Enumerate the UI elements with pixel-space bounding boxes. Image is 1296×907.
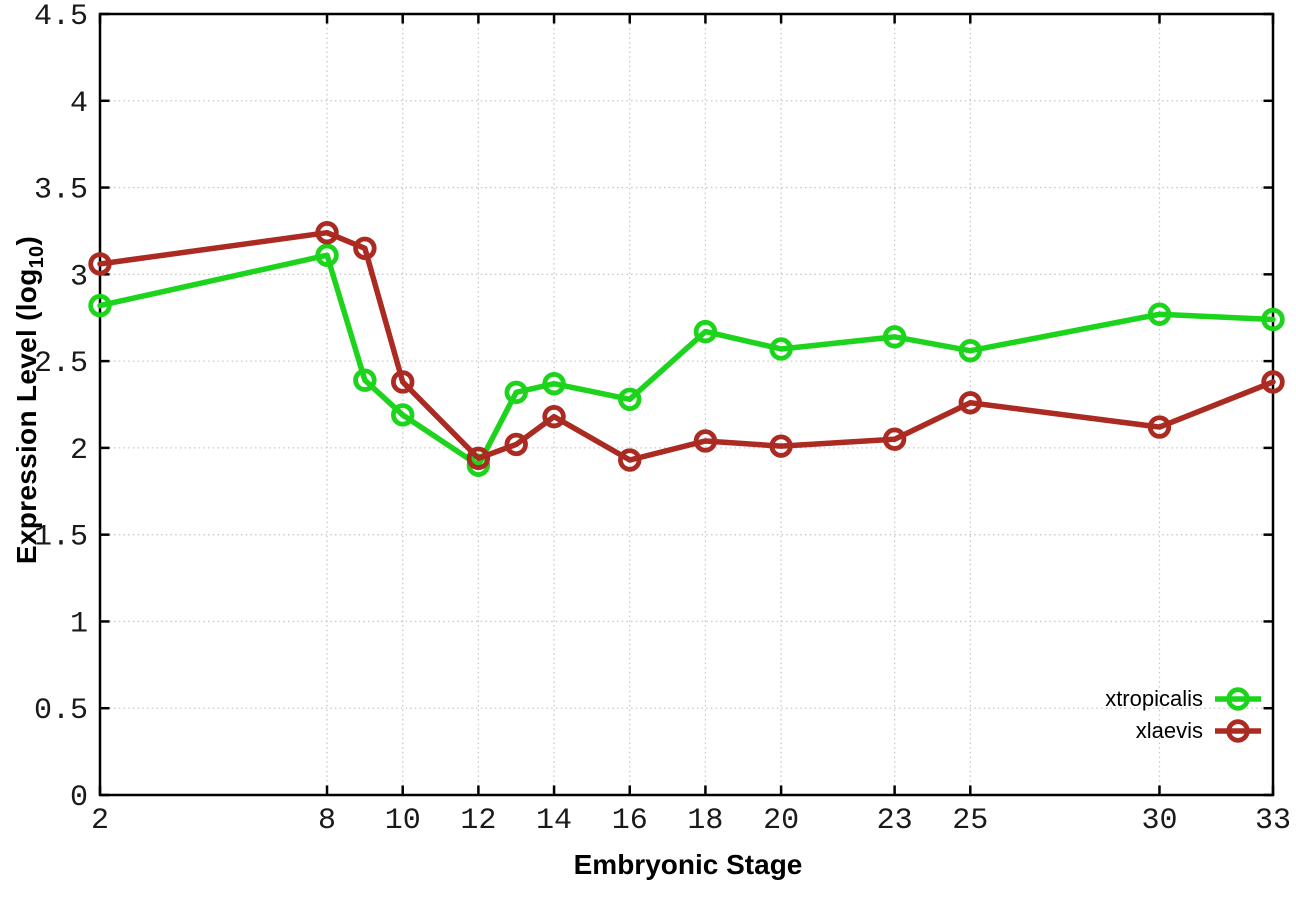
y-tick-label: 0.5	[34, 694, 88, 728]
data-point-xlaevis	[466, 446, 491, 471]
data-point-xtropicalis	[1147, 302, 1172, 326]
legend-label-xlaevis: xlaevis	[1135, 717, 1203, 743]
legend-item-xtropicalis: xtropicalis	[1105, 683, 1263, 714]
y-tick-label: 0	[70, 781, 88, 815]
y-tick-label: 3.5	[34, 174, 88, 208]
y-tick-label: 2	[70, 434, 88, 468]
y-tick-label: 1.5	[34, 521, 88, 555]
data-point-xlaevis	[88, 252, 112, 276]
y-tick-label: 4	[70, 87, 88, 121]
data-point-xlaevis	[353, 236, 377, 261]
data-point-xtropicalis	[504, 380, 528, 405]
y-tick-label: 3	[70, 260, 88, 294]
data-point-xtropicalis	[353, 368, 377, 392]
data-point-xlaevis	[542, 404, 566, 429]
data-point-xlaevis	[769, 434, 793, 458]
x-tick-label: 16	[612, 804, 648, 838]
data-point-xtropicalis	[618, 387, 642, 411]
legend-item-xlaevis: xlaevis	[1136, 715, 1263, 746]
data-point-xtropicalis	[315, 243, 339, 267]
legend-marker-xtropicalis	[1215, 686, 1261, 711]
x-tick-label: 8	[318, 804, 336, 838]
y-axis-label-subscript: 10	[26, 245, 48, 269]
data-point-xlaevis	[391, 370, 415, 394]
series-line-xlaevis	[97, 229, 1276, 463]
x-tick-label: 18	[687, 804, 723, 838]
x-tick-label: 25	[952, 804, 988, 838]
x-tick-label: 14	[536, 804, 572, 838]
data-point-xtropicalis	[693, 319, 718, 344]
x-tick-label: 12	[460, 804, 496, 838]
y-axis-label-text: Expression Level (log	[11, 268, 42, 565]
legend: xtropicalis xlaevis	[1105, 683, 1263, 746]
data-point-xtropicalis	[1261, 307, 1285, 332]
data-point-xlaevis	[882, 427, 907, 451]
data-point-xtropicalis	[542, 371, 566, 396]
data-point-xtropicalis	[391, 403, 415, 427]
data-point-xtropicalis	[769, 337, 793, 361]
y-axis-label: Expression Level (log10)	[11, 235, 48, 565]
legend-label-xtropicalis: xtropicalis	[1105, 685, 1203, 711]
x-tick-label: 10	[385, 804, 421, 838]
data-point-xlaevis	[315, 220, 339, 245]
y-tick-label: 4.5	[34, 0, 88, 34]
y-axis-label-suffix: )	[11, 235, 42, 246]
x-axis-label: Embryonic Stage	[573, 849, 803, 880]
data-point-xlaevis	[618, 448, 642, 472]
data-point-xlaevis	[1147, 415, 1172, 439]
x-tick-label: 33	[1255, 804, 1291, 838]
data-point-xtropicalis	[882, 325, 907, 349]
data-point-xlaevis	[1261, 370, 1285, 394]
y-tick-label: 2.5	[34, 347, 88, 381]
x-tick-label: 2	[91, 804, 109, 838]
x-tick-label: 20	[763, 804, 799, 838]
legend-marker-xlaevis	[1215, 718, 1261, 743]
data-point-xtropicalis	[88, 293, 112, 318]
data-point-xtropicalis	[958, 338, 982, 363]
data-point-xlaevis	[693, 429, 718, 453]
data-point-xlaevis	[958, 391, 982, 415]
y-tick-label: 1	[70, 607, 88, 641]
data-point-xlaevis	[504, 432, 528, 457]
x-tick-label: 23	[877, 804, 913, 838]
x-tick-label: 30	[1141, 804, 1177, 838]
plot-border	[98, 12, 1275, 797]
series-line-xtropicalis	[97, 252, 1276, 468]
